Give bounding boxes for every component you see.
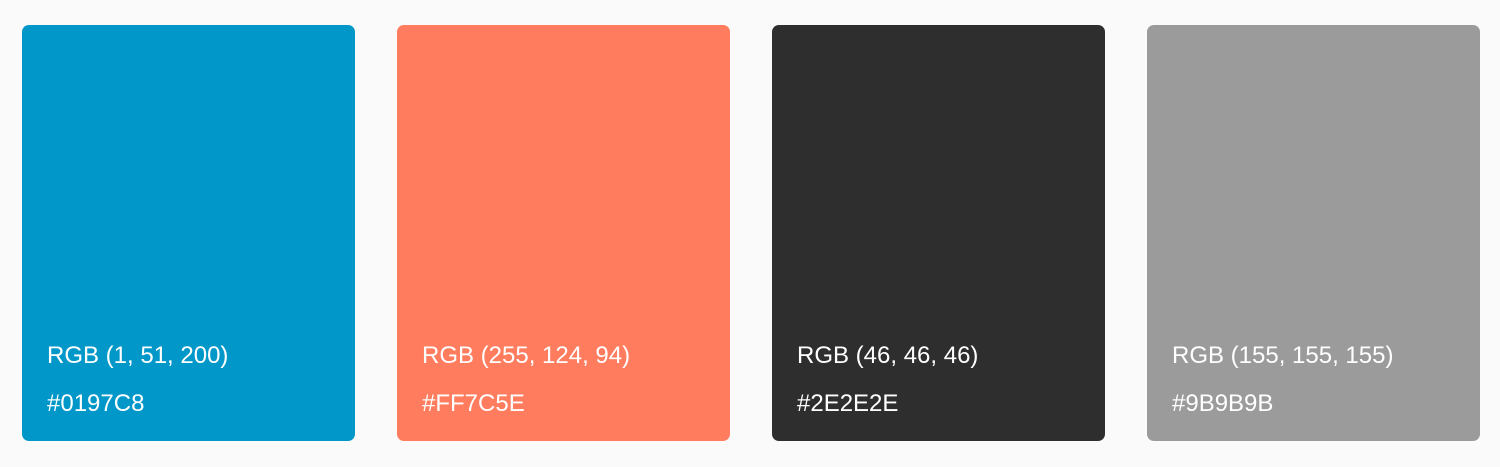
- swatch-rgb-label: RGB (1, 51, 200): [47, 342, 229, 369]
- color-swatch-blue: RGB (1, 51, 200) #0197C8: [22, 25, 355, 441]
- swatch-hex-label: #0197C8: [47, 390, 145, 417]
- swatch-hex-label: #FF7C5E: [422, 390, 525, 417]
- swatch-hex-label: #2E2E2E: [797, 390, 899, 417]
- swatch-rgb-label: RGB (255, 124, 94): [422, 342, 631, 369]
- color-swatch-gray: RGB (155, 155, 155) #9B9B9B: [1147, 25, 1480, 441]
- swatch-hex-label: #9B9B9B: [1172, 390, 1274, 417]
- swatch-rgb-label: RGB (155, 155, 155): [1172, 342, 1394, 369]
- swatch-rgb-label: RGB (46, 46, 46): [797, 342, 979, 369]
- color-swatch-coral: RGB (255, 124, 94) #FF7C5E: [397, 25, 730, 441]
- color-swatch-dark-gray: RGB (46, 46, 46) #2E2E2E: [772, 25, 1105, 441]
